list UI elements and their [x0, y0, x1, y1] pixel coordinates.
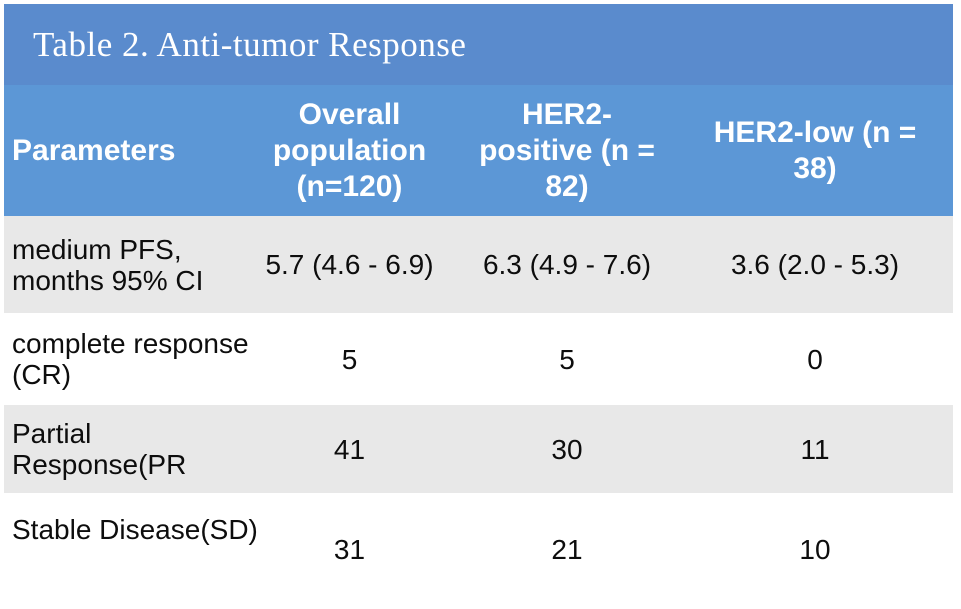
- row-label-partial-response: Partial Response(PR: [4, 405, 242, 493]
- cell-value: 5: [242, 313, 457, 405]
- header-line: (n=120): [296, 169, 403, 203]
- cell-value: 3.6 (2.0 - 5.3): [677, 216, 953, 313]
- row-label-line: complete response: [12, 328, 249, 359]
- column-header-her2-low: HER2-low (n = 38): [677, 85, 953, 216]
- anti-tumor-response-table: Table 2. Anti-tumor Response Parameters …: [4, 4, 953, 609]
- cell-value: 6.3 (4.9 - 7.6): [457, 216, 677, 313]
- header-line: 82): [545, 169, 589, 203]
- column-header-overall-population: Overall population (n=120): [242, 85, 457, 216]
- table-title: Table 2. Anti-tumor Response: [33, 24, 467, 64]
- cell-value: 21: [457, 493, 677, 609]
- header-line: HER2-low (n =: [713, 115, 917, 149]
- row-label-line: (CR): [12, 359, 72, 390]
- table-row-stable-disease: Stable Disease(SD) 31 21 10: [4, 493, 953, 609]
- column-header-her2-positive: HER2- positive (n = 82): [457, 85, 677, 216]
- cell-value: 0: [677, 313, 953, 405]
- header-line: HER2-: [521, 97, 612, 131]
- row-label-line: Partial: [12, 418, 92, 449]
- cell-value: 5: [457, 313, 677, 405]
- table-row-complete-response: complete response (CR) 5 5 0: [4, 313, 953, 405]
- table-row-partial-response: Partial Response(PR 41 30 11: [4, 405, 953, 493]
- table-row-medium-pfs: medium PFS, months 95% CI 5.7 (4.6 - 6.9…: [4, 216, 953, 313]
- header-line: Parameters: [12, 133, 176, 167]
- row-label-stable-disease: Stable Disease(SD): [4, 493, 258, 609]
- cell-value: 11: [677, 405, 953, 493]
- cell-value: 30: [457, 405, 677, 493]
- table-title-bar: Table 2. Anti-tumor Response: [4, 4, 953, 85]
- header-line: population: [272, 133, 427, 167]
- cell-value: 31: [242, 493, 457, 609]
- column-header-parameters: Parameters: [4, 85, 242, 216]
- cell-value: 41: [242, 405, 457, 493]
- row-label-medium-pfs: medium PFS, months 95% CI: [4, 216, 242, 313]
- header-line: 38): [793, 151, 837, 185]
- cell-value: 10: [677, 493, 953, 609]
- cell-value: 5.7 (4.6 - 6.9): [242, 216, 457, 313]
- header-line: Overall: [298, 97, 401, 131]
- header-line: positive (n =: [479, 133, 655, 167]
- row-label-line: medium PFS,: [12, 233, 182, 265]
- row-label-line: Response(PR: [12, 449, 187, 480]
- data-table: Parameters Overall population (n=120) HE…: [4, 85, 953, 609]
- row-label-line: months 95% CI: [12, 264, 204, 296]
- row-label-complete-response: complete response (CR): [4, 313, 249, 405]
- header-row: Parameters Overall population (n=120) HE…: [4, 85, 953, 216]
- row-label-line: Stable Disease(SD): [12, 514, 258, 545]
